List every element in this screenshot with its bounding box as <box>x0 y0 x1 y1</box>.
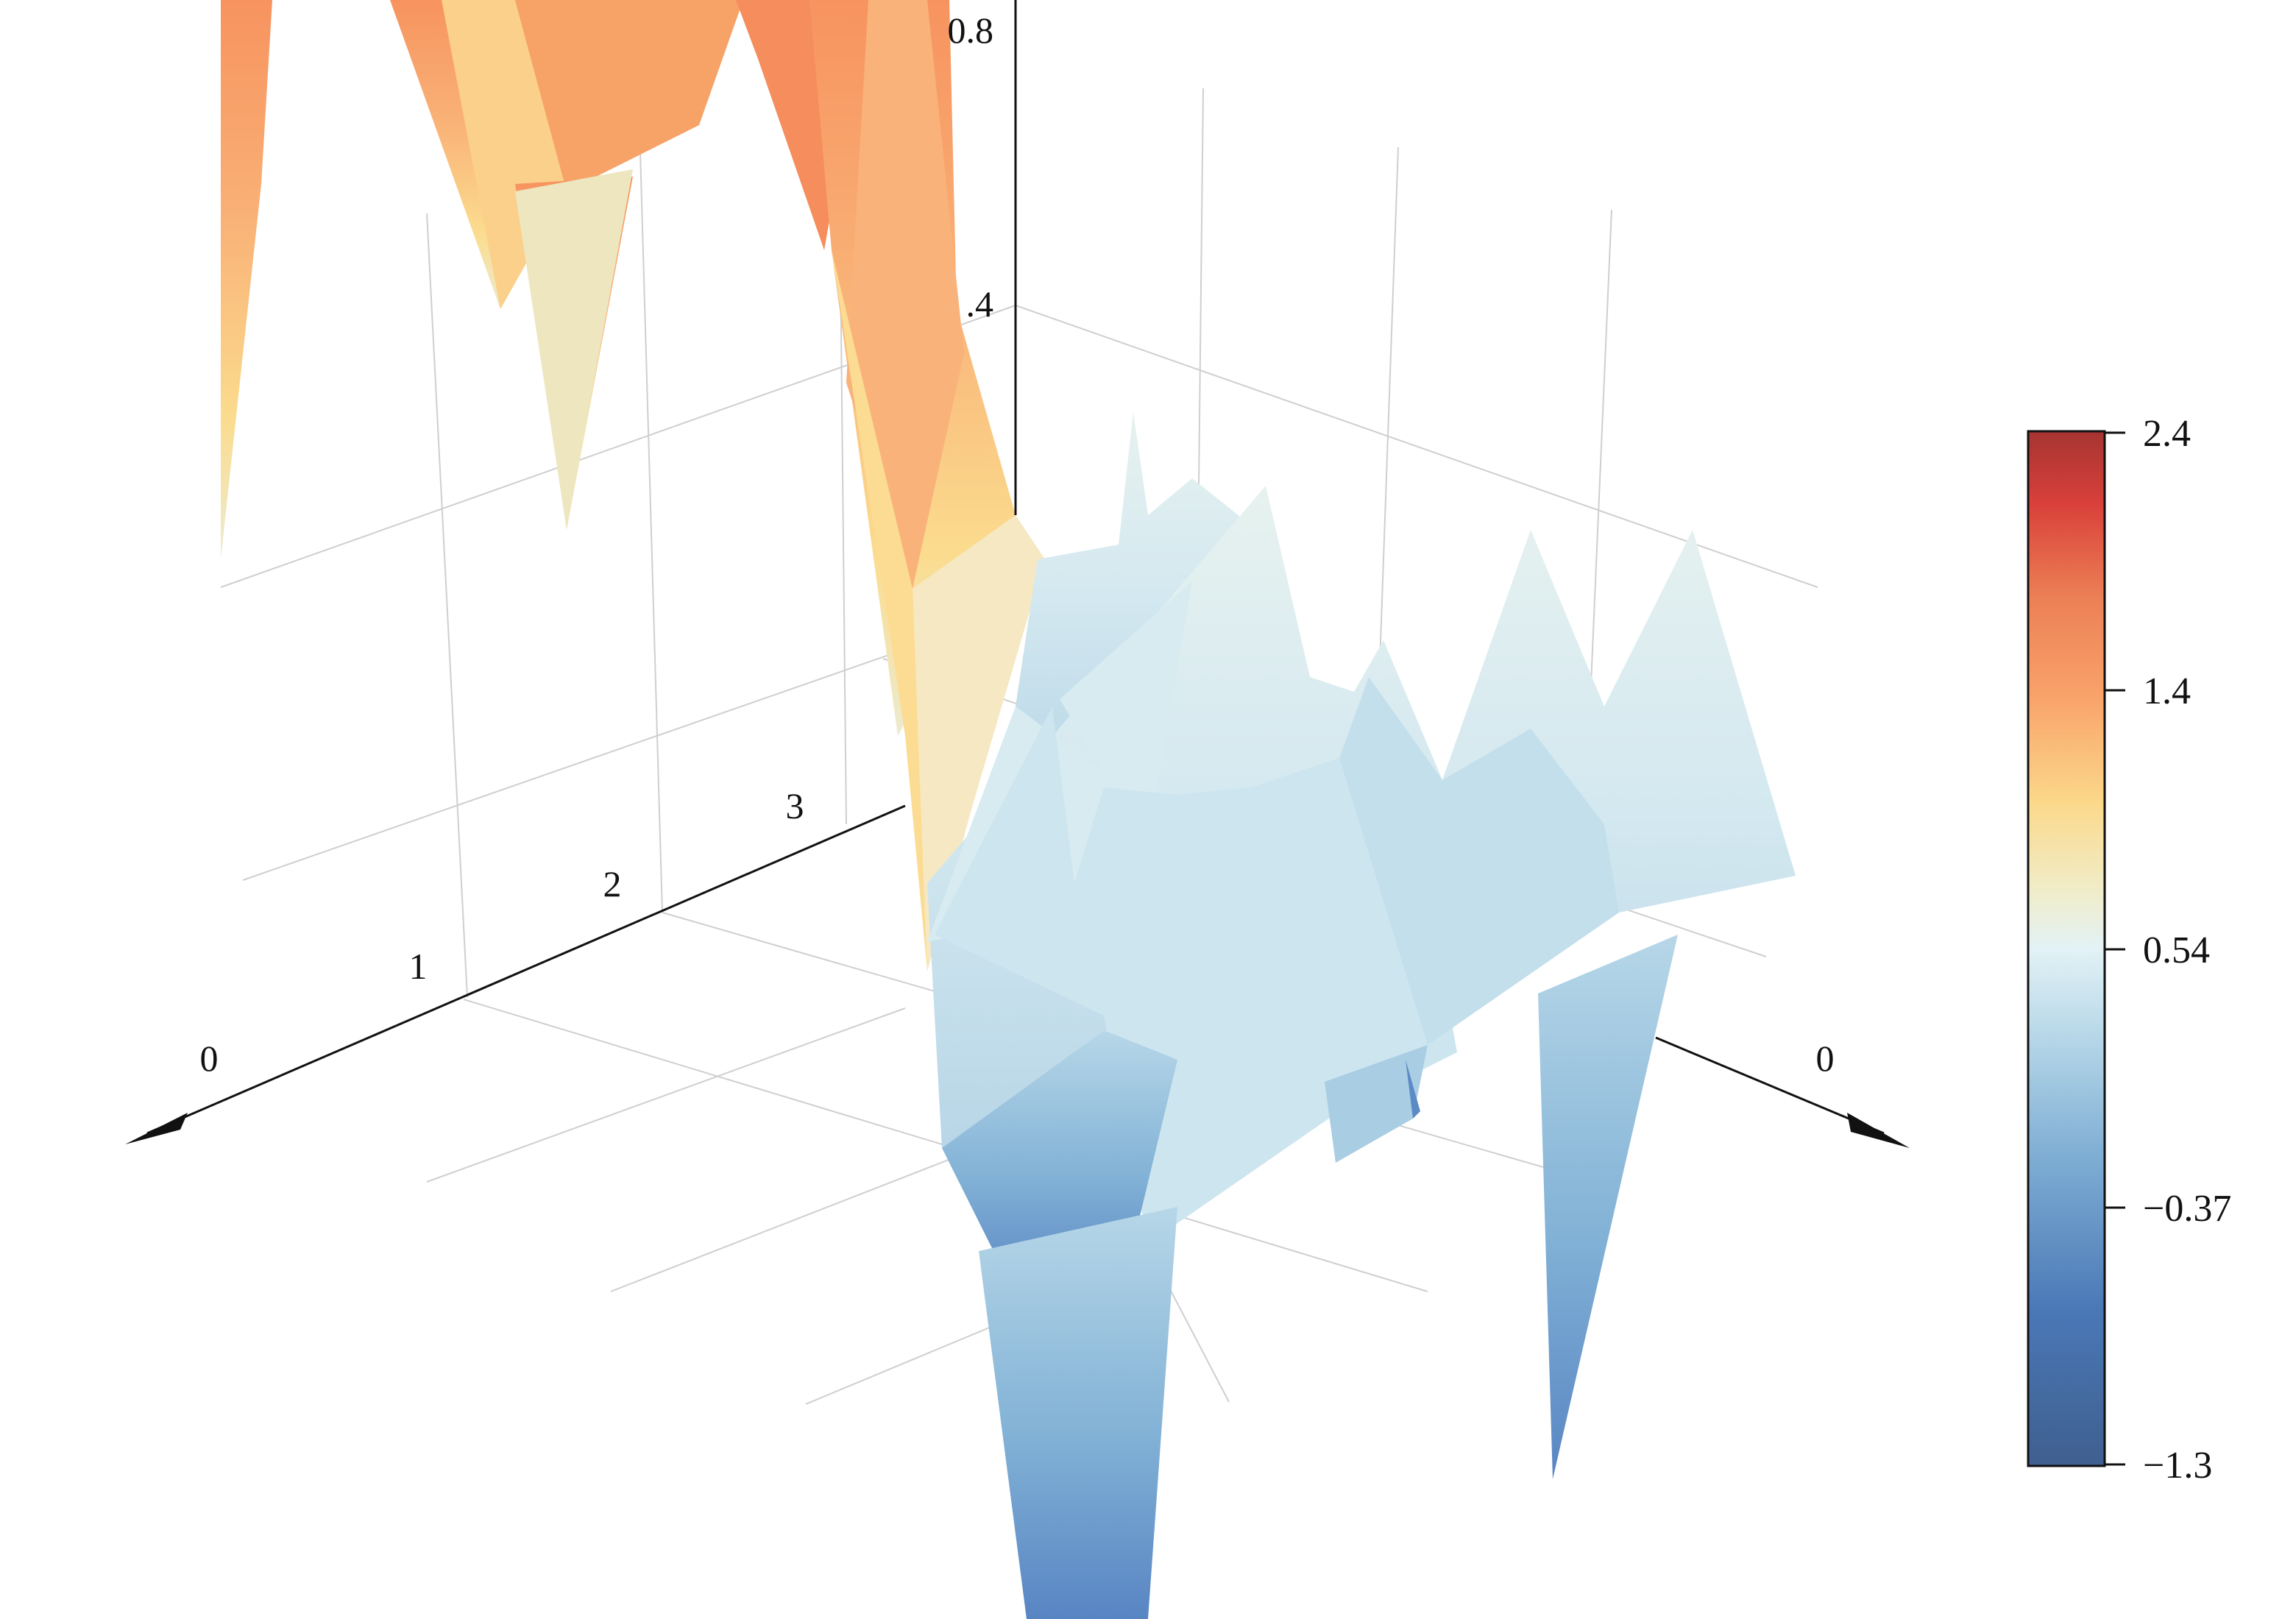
colorbar-tick-label: −1.3 <box>2143 1445 2212 1487</box>
x-axis-line <box>146 804 906 1135</box>
colorbar-tick-label: −0.37 <box>2143 1188 2231 1230</box>
colorbar-bar <box>2027 430 2106 1467</box>
y-axis-line <box>1655 1036 1885 1135</box>
surface-patch <box>221 0 272 559</box>
y-axis-arrow-icon <box>1847 1113 1910 1148</box>
surface-patch <box>832 250 927 971</box>
surface-patch <box>1406 1060 1420 1119</box>
colorbar-tick-label: 1.4 <box>2143 670 2191 712</box>
z-tick-label: 0.8 <box>948 10 994 51</box>
colorbar-tick-label: 0.54 <box>2143 929 2210 971</box>
surface-patch <box>979 1207 1177 1619</box>
surface-patch <box>1325 1045 1428 1163</box>
x-tick-label: 3 <box>786 785 804 826</box>
axes <box>146 0 1885 1135</box>
surface-patch <box>515 169 633 530</box>
axis-tick-labels: 0.8 .4 0 1 2 3 0 <box>200 10 1835 1079</box>
surface-patch <box>1538 935 1678 1479</box>
x-axis-arrow-icon <box>125 1113 188 1144</box>
y-tick-label: 0 <box>1816 1038 1835 1079</box>
surface-patch <box>1339 677 1619 1045</box>
surface-patch <box>515 0 743 191</box>
x-tick-label: 0 <box>200 1038 219 1079</box>
surface-patch <box>935 706 1457 1244</box>
colorbar: 2.4 1.4 0.54 −0.37 −1.3 <box>2027 413 2231 1487</box>
surface <box>221 0 1796 1619</box>
x-tick-label: 2 <box>603 863 622 904</box>
x-tick-label: 1 <box>409 946 428 987</box>
z-tick-label: .4 <box>966 283 994 325</box>
surface-patch <box>913 515 1045 971</box>
colorbar-tick-label: 2.4 <box>2143 413 2191 455</box>
